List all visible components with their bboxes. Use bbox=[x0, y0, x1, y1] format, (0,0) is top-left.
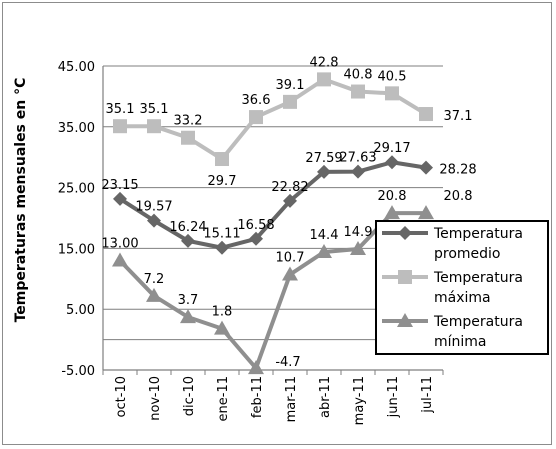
legend-label: promedio bbox=[434, 246, 501, 262]
data-point bbox=[181, 233, 195, 248]
data-label: 36.6 bbox=[242, 93, 271, 108]
x-tick-labels: oct-10 nov-10 dic-10 ene-11 feb-11 mar-11 abr-… bbox=[114, 376, 435, 425]
data-label: 20.8 bbox=[378, 189, 407, 204]
data-point bbox=[385, 155, 399, 170]
legend-label: Temperatura bbox=[433, 314, 523, 330]
x-tick-label: feb-11 bbox=[250, 376, 265, 418]
y-tick-label: -5.00 bbox=[61, 364, 95, 379]
data-point bbox=[351, 84, 365, 99]
data-label: 14.4 bbox=[310, 228, 339, 243]
y-tick-label: 15.00 bbox=[58, 242, 95, 257]
data-label: 27.59 bbox=[305, 151, 342, 166]
legend-marker bbox=[398, 270, 412, 284]
data-label: 29.7 bbox=[208, 174, 237, 189]
data-point bbox=[249, 110, 263, 125]
x-tick-label: jun-11 bbox=[386, 376, 401, 418]
data-point bbox=[316, 244, 332, 259]
y-tick-label: 35.00 bbox=[58, 121, 95, 136]
data-point bbox=[181, 130, 195, 145]
data-point bbox=[317, 72, 331, 87]
legend-item: Temperatura mínima bbox=[382, 313, 523, 350]
data-label: 22.82 bbox=[271, 180, 308, 195]
data-label: 19.57 bbox=[135, 200, 172, 215]
x-tick-label: dic-10 bbox=[182, 376, 197, 416]
data-label: 10.7 bbox=[276, 251, 305, 266]
x-tick-label: ene-11 bbox=[216, 376, 231, 421]
data-label: 14.9 bbox=[344, 225, 373, 240]
x-tick-label: oct-10 bbox=[114, 376, 129, 417]
data-label: 7.2 bbox=[144, 272, 165, 287]
data-point bbox=[283, 94, 297, 109]
data-label: 27.63 bbox=[339, 151, 376, 166]
y-axis-label: Temperaturas mensuales en °C bbox=[13, 78, 29, 323]
data-label: 35.1 bbox=[140, 102, 169, 117]
data-point bbox=[113, 119, 127, 134]
x-tick-label: jul-11 bbox=[420, 376, 435, 414]
series-line bbox=[118, 160, 427, 250]
legend-item: Temperatura máxima bbox=[382, 270, 523, 306]
legend-marker bbox=[398, 226, 412, 240]
y-tick-label: 25.00 bbox=[58, 182, 95, 197]
legend-label: Temperatura bbox=[433, 270, 523, 286]
data-label: 28.28 bbox=[439, 163, 476, 178]
data-label: -4.7 bbox=[275, 355, 300, 370]
data-point bbox=[112, 252, 128, 267]
data-label: 39.1 bbox=[276, 78, 305, 93]
data-label: 16.24 bbox=[169, 220, 206, 235]
data-label: 40.8 bbox=[344, 68, 373, 83]
legend-box bbox=[375, 220, 549, 355]
data-label: 35.1 bbox=[106, 102, 135, 117]
data-point bbox=[146, 287, 162, 302]
data-point bbox=[384, 205, 400, 220]
data-point bbox=[385, 86, 399, 101]
data-label: 33.2 bbox=[174, 114, 203, 129]
data-point bbox=[214, 320, 230, 335]
data-point bbox=[419, 107, 433, 122]
x-tick-label: may-11 bbox=[352, 376, 367, 425]
data-point bbox=[283, 193, 297, 208]
data-point bbox=[350, 241, 366, 256]
legend-marker bbox=[397, 313, 413, 327]
data-label: 1.8 bbox=[212, 305, 233, 320]
data-label: 3.7 bbox=[178, 293, 199, 308]
legend-label: Temperatura bbox=[433, 226, 523, 242]
data-point bbox=[215, 240, 229, 255]
data-label: 37.1 bbox=[444, 109, 473, 124]
legend-label: máxima bbox=[434, 290, 491, 306]
series-line bbox=[120, 77, 428, 162]
data-label: 16.58 bbox=[237, 218, 274, 233]
data-point bbox=[248, 360, 264, 375]
x-tick-label: nov-10 bbox=[148, 376, 163, 421]
legend-item: Temperatura promedio bbox=[382, 226, 523, 262]
data-label: 13.00 bbox=[101, 237, 138, 252]
data-label: 29.17 bbox=[373, 141, 410, 156]
data-point bbox=[113, 191, 127, 206]
data-label: 20.8 bbox=[444, 189, 473, 204]
x-tick-label: abr-11 bbox=[318, 376, 333, 418]
y-tick-label: 5.00 bbox=[66, 303, 95, 318]
data-point bbox=[419, 160, 433, 175]
data-label: 23.15 bbox=[101, 178, 138, 193]
y-tick-labels: -5.00 5.00 15.00 25.00 35.00 45.00 bbox=[58, 60, 95, 379]
data-point bbox=[147, 213, 161, 228]
data-point bbox=[317, 164, 331, 179]
data-point bbox=[249, 231, 263, 246]
data-point bbox=[282, 266, 298, 281]
legend: TemperaturapromedioTemperaturamáximaTemp… bbox=[375, 220, 549, 355]
data-point bbox=[215, 152, 229, 167]
data-point bbox=[147, 119, 161, 134]
legend-label: mínima bbox=[434, 334, 487, 350]
data-label: 15.11 bbox=[203, 227, 240, 242]
x-tick-label: mar-11 bbox=[284, 376, 299, 422]
data-label: 40.5 bbox=[378, 69, 407, 84]
data-point bbox=[351, 164, 365, 179]
data-label: 42.8 bbox=[310, 55, 339, 70]
data-point bbox=[180, 309, 196, 324]
y-tick-label: 45.00 bbox=[58, 60, 95, 75]
data-point bbox=[418, 205, 434, 220]
axes bbox=[102, 66, 444, 375]
